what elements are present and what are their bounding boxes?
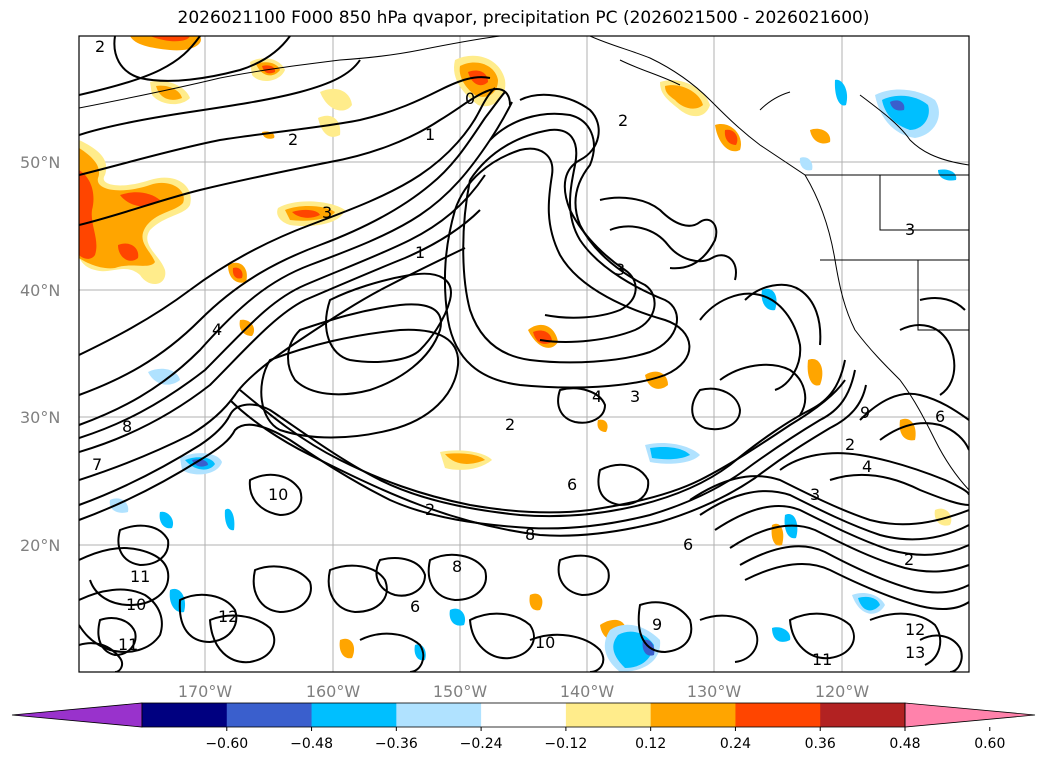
colorbar-tick-label: 0.36	[805, 736, 836, 752]
contour-label: 2	[95, 37, 105, 56]
qvapor-contours	[79, 36, 969, 672]
lon-label: 170°W	[178, 682, 233, 701]
precip-shading	[79, 36, 957, 672]
lat-labels: 50°N 40°N 30°N 20°N	[20, 153, 60, 555]
map-title: 2026021100 F000 850 hPa qvapor, precipit…	[177, 8, 870, 28]
coastlines	[79, 36, 969, 491]
contour-label: 8	[525, 525, 535, 544]
lat-label: 40°N	[20, 281, 60, 300]
colorbar-tick-label: 0.12	[635, 736, 666, 752]
contour-label: 0	[465, 89, 475, 108]
colorbar-tick-label: −0.60	[205, 736, 248, 752]
contour-label: 11	[130, 567, 150, 586]
colorbar: −0.60 −0.48 −0.36 −0.24 −0.12 0.12 0.24 0.36 0.4…	[11, 702, 1036, 752]
contour-label: 11	[118, 635, 138, 654]
contour-label: 3	[615, 260, 625, 279]
contour-label: 10	[126, 595, 146, 614]
gridlines	[79, 36, 969, 672]
lat-label: 30°N	[20, 408, 60, 427]
contour-label: 4	[212, 320, 222, 339]
map-border	[78, 35, 970, 673]
contour-label: 1	[415, 243, 425, 262]
contour-label: 3	[905, 220, 915, 239]
lon-label: 150°W	[433, 682, 488, 701]
colorbar-segment	[481, 703, 567, 727]
map-background	[79, 36, 969, 672]
lon-label: 140°W	[560, 682, 615, 701]
contour-label: 6	[935, 407, 945, 426]
contour-label: 11	[812, 650, 832, 669]
contour-label: 2	[618, 111, 628, 130]
colorbar-tick-label: −0.48	[290, 736, 333, 752]
contour-label: 3	[322, 203, 332, 222]
colorbar-extend-low	[11, 702, 143, 728]
contour-label: 9	[652, 615, 662, 634]
lat-label: 20°N	[20, 536, 60, 555]
colorbar-tick-label: −0.24	[460, 736, 503, 752]
colorbar-tick-label: −0.12	[544, 736, 587, 752]
contour-label: 9	[860, 403, 870, 422]
colorbar-tick-label: 0.24	[720, 736, 751, 752]
contour-label: 8	[122, 417, 132, 436]
colorbar-segment	[820, 703, 906, 727]
contour-label: 8	[452, 557, 462, 576]
colorbar-segment	[735, 703, 821, 727]
lat-label: 50°N	[20, 153, 60, 172]
contour-label: 10	[535, 633, 555, 652]
contour-label: 6	[683, 535, 693, 554]
colorbar-segment	[226, 703, 313, 727]
contour-label: 4	[592, 387, 602, 406]
colorbar-segment	[311, 703, 397, 727]
colorbar-segment	[650, 703, 736, 727]
colorbar-extend-high	[904, 702, 1036, 728]
contour-label: 2	[845, 435, 855, 454]
contour-label: 13	[905, 643, 925, 662]
colorbar-tick-label: 0.48	[889, 736, 920, 752]
lon-label: 130°W	[687, 682, 742, 701]
colorbar-segment	[565, 703, 652, 727]
contour-label: 12	[218, 607, 238, 626]
colorbar-tick-label: −0.36	[375, 736, 418, 752]
colorbar-tick-label: 0.60	[974, 736, 1005, 752]
colorbar-segment	[142, 703, 228, 727]
colorbar-segment	[396, 703, 482, 727]
contour-label: 4	[862, 457, 872, 476]
lon-labels: 170°W 160°W 150°W 140°W 130°W 120°W	[178, 682, 870, 701]
lon-label: 120°W	[815, 682, 870, 701]
contour-label: 10	[268, 485, 288, 504]
contour-label: 2	[425, 500, 435, 519]
contour-label: 2	[904, 550, 914, 569]
contour-labels: 2 1 2 3 2 3 4 0 1 3 4 3 2 8 10 6 8 6 2 1…	[92, 37, 945, 669]
contour-label: 6	[567, 475, 577, 494]
contour-label: 1	[425, 125, 435, 144]
contour-label: 12	[905, 620, 925, 639]
colorbar-border	[141, 702, 906, 728]
contour-label: 7	[92, 455, 102, 474]
lon-label: 160°W	[306, 682, 361, 701]
contour-label: 6	[410, 597, 420, 616]
contour-label: 3	[810, 485, 820, 504]
contour-label: 3	[630, 387, 640, 406]
contour-label: 2	[505, 415, 515, 434]
contour-label: 2	[288, 130, 298, 149]
